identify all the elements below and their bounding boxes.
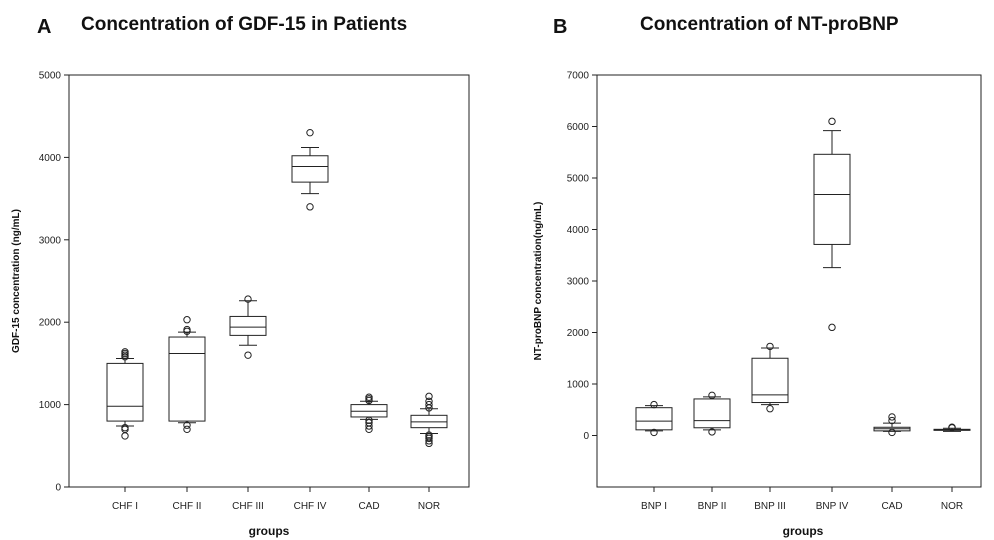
panel-b: B Concentration of NT-proBNP NT-proBNP c… — [533, 14, 982, 538]
outlier-point — [183, 425, 191, 434]
outlier-point — [766, 342, 774, 351]
x-tick-label-b-3: BNP IV — [816, 501, 849, 512]
box-iqr — [229, 315, 267, 336]
panel-b-letter: B — [553, 16, 567, 38]
box-iqr — [751, 357, 789, 404]
outlier-point — [708, 391, 716, 400]
y-tick-label-b-0: 0 — [583, 431, 589, 442]
box-a-3 — [291, 128, 329, 211]
box-a-1 — [168, 316, 206, 434]
box-iqr — [635, 407, 673, 431]
outlier-point — [888, 428, 896, 437]
y-tick-label-b-7: 7000 — [567, 71, 590, 82]
box-a-4 — [350, 393, 388, 434]
box-iqr — [291, 155, 329, 183]
box-iqr — [813, 153, 851, 245]
outlier-point — [828, 323, 836, 332]
y-tick-label-a-3: 3000 — [39, 235, 62, 246]
y-tick-label-a-2: 2000 — [39, 318, 62, 329]
outlier-point — [244, 351, 252, 359]
outlier-point — [121, 432, 129, 440]
outlier-point — [244, 295, 252, 303]
y-tick-label-b-4: 4000 — [567, 225, 590, 236]
y-tick-label-b-2: 2000 — [567, 328, 590, 339]
outlier-point — [425, 397, 433, 406]
box-b-0 — [635, 400, 673, 437]
box-a-2 — [229, 295, 267, 359]
outlier-point — [183, 421, 191, 429]
panel-a: A Concentration of GDF-15 in Patients GD… — [11, 14, 470, 538]
outlier-point — [766, 405, 774, 413]
outlier-point — [708, 428, 716, 436]
x-tick-label-b-1: BNP II — [698, 501, 727, 512]
box-a-5 — [410, 392, 448, 448]
x-tick-label-a-0: CHF I — [112, 501, 138, 512]
outlier-point — [425, 400, 433, 409]
outlier-point — [650, 400, 658, 409]
outlier-point — [888, 413, 896, 421]
panel-a-letter: A — [37, 16, 51, 38]
box-iqr — [168, 336, 206, 422]
x-tick-label-b-2: BNP III — [754, 501, 786, 512]
x-tick-label-b-4: CAD — [881, 501, 902, 512]
outlier-point — [948, 423, 956, 431]
outlier-point — [650, 428, 658, 437]
outlier-point — [306, 128, 314, 137]
box-iqr — [693, 398, 731, 429]
y-tick-label-a-0: 0 — [55, 483, 61, 494]
box-iqr — [106, 362, 144, 422]
x-tick-label-a-3: CHF IV — [294, 501, 327, 512]
outlier-point — [183, 325, 191, 334]
panel-b-y-axis-title: NT-proBNP concentration(ng/mL) — [533, 202, 544, 361]
panel-b-title: Concentration of NT-proBNP — [640, 14, 899, 35]
outlier-point — [121, 423, 129, 432]
x-tick-label-a-2: CHF III — [232, 501, 264, 512]
outlier-point — [828, 117, 836, 126]
x-tick-label-a-1: CHF II — [173, 501, 202, 512]
y-tick-label-b-6: 6000 — [567, 122, 590, 133]
y-tick-label-a-1: 1000 — [39, 400, 62, 411]
box-a-0 — [106, 348, 144, 440]
outlier-point — [365, 393, 373, 401]
panel-a-plot-frame — [68, 74, 470, 488]
x-tick-label-a-5: NOR — [418, 501, 440, 512]
box-b-5 — [933, 423, 971, 432]
x-tick-label-a-4: CAD — [358, 501, 379, 512]
y-tick-label-b-3: 3000 — [567, 277, 590, 288]
panel-a-x-axis-title: groups — [249, 524, 290, 538]
outlier-point — [306, 203, 314, 211]
panel-b-x-axis-title: groups — [783, 524, 824, 538]
outlier-point — [183, 316, 191, 324]
panel-a-y-axis-title: GDF-15 concentration (ng/mL) — [11, 209, 22, 353]
outlier-point — [425, 431, 433, 439]
outlier-point — [365, 422, 373, 430]
outlier-point — [121, 348, 129, 356]
outlier-point — [365, 419, 373, 427]
box-b-3 — [813, 117, 851, 332]
x-tick-label-b-5: NOR — [941, 501, 963, 512]
y-tick-label-a-5: 5000 — [39, 71, 62, 82]
box-b-4 — [873, 413, 911, 437]
y-tick-label-b-5: 5000 — [567, 174, 590, 185]
outlier-point — [425, 392, 433, 401]
outlier-point — [365, 416, 373, 424]
x-tick-label-b-0: BNP I — [641, 501, 667, 512]
y-tick-label-b-1: 1000 — [567, 380, 590, 391]
y-tick-label-a-4: 4000 — [39, 153, 62, 164]
box-b-1 — [693, 391, 731, 436]
outlier-point — [425, 437, 433, 445]
panel-a-title: Concentration of GDF-15 in Patients — [81, 14, 407, 35]
box-b-2 — [751, 342, 789, 413]
outlier-point — [888, 416, 896, 425]
